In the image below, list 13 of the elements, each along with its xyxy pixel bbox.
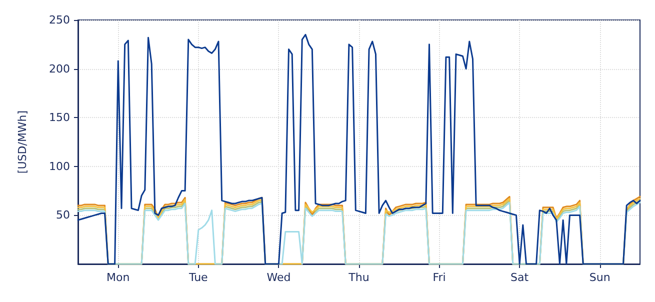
x-tick-label: Fri	[432, 271, 446, 284]
y-tick-label: 250	[49, 14, 70, 26]
x-tick-label: Sat	[510, 271, 530, 284]
x-tick-label: Mon	[106, 271, 130, 284]
y-tick-label: 200	[49, 62, 70, 76]
y-axis-title: [USD/MWh]	[16, 110, 29, 174]
x-tick-label: Wed	[266, 271, 291, 284]
x-tick-label: Tue	[188, 271, 208, 284]
y-tick-label: 150	[49, 111, 70, 124]
y-tick-label: 100	[49, 160, 70, 173]
x-tick-label: Thu	[348, 271, 370, 284]
y-tick-label: 50	[56, 208, 70, 222]
x-tick-label: Sun	[589, 271, 610, 284]
